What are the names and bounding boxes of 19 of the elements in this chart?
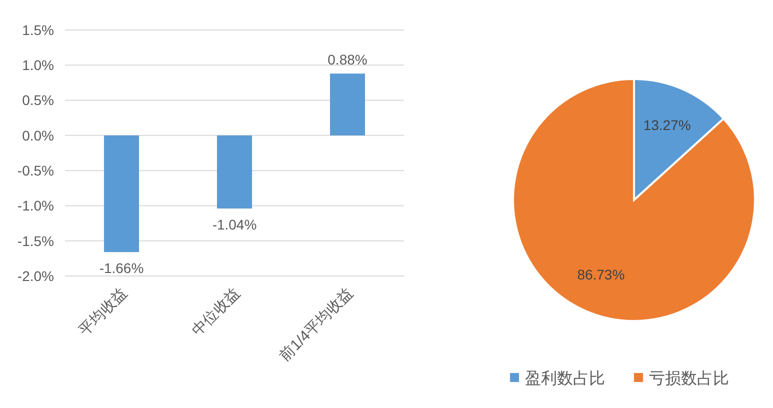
data-label: -1.04% <box>212 216 257 232</box>
y-tick-label: 0.0% <box>22 127 54 144</box>
y-tick-label: -1.0% <box>17 198 54 214</box>
y-tick-label: -0.5% <box>17 162 54 178</box>
x-tick-label: 平均收益 <box>76 284 130 340</box>
x-tick-label: 中位收益 <box>188 284 244 340</box>
data-label: 86.73% <box>577 266 625 283</box>
data-label: 0.88% <box>328 52 368 68</box>
data-label: -1.66% <box>99 260 144 276</box>
legend-label: 盈利数占比 <box>525 370 605 388</box>
y-tick-label: 0.5% <box>22 92 54 108</box>
y-tick-label: 1.0% <box>22 57 54 74</box>
pie-slice <box>512 78 756 322</box>
y-tick-label: -2.0% <box>17 268 54 284</box>
y-tick-label: -1.5% <box>17 232 54 249</box>
legend-label: 亏损数占比 <box>649 370 729 388</box>
y-tick-label: 1.5% <box>22 22 54 38</box>
data-label: 13.27% <box>643 117 691 134</box>
x-tick-label: 前1/4平均收益 <box>276 284 356 365</box>
